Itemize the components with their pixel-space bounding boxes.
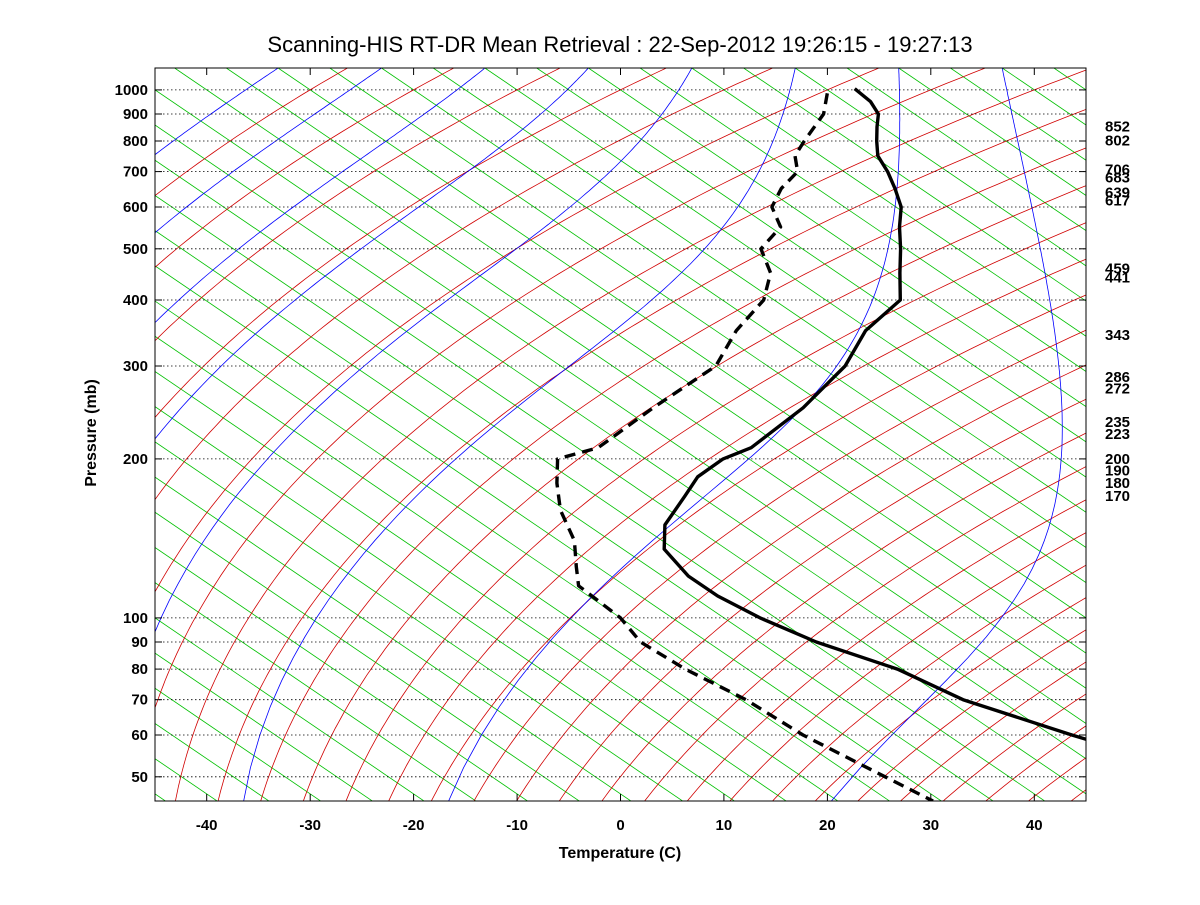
y-tick-label: 80 bbox=[131, 661, 148, 678]
y-tick-label: 300 bbox=[123, 358, 148, 375]
y-tick-label: 900 bbox=[123, 106, 148, 123]
y-tick-label: 60 bbox=[131, 727, 148, 744]
right-level-label: 200 bbox=[1105, 451, 1130, 468]
right-level-label: 235 bbox=[1105, 414, 1130, 431]
y-tick-label: 200 bbox=[123, 451, 148, 468]
right-level-label: 286 bbox=[1105, 369, 1130, 386]
x-tick-label: -10 bbox=[506, 817, 528, 834]
y-tick-label: 700 bbox=[123, 164, 148, 181]
y-tick-label: 800 bbox=[123, 133, 148, 150]
y-tick-label: 70 bbox=[131, 692, 148, 709]
x-axis-label: Temperature (C) bbox=[559, 845, 681, 862]
x-tick-label: 0 bbox=[616, 817, 624, 834]
x-tick-label: 30 bbox=[922, 817, 939, 834]
y-tick-label: 100 bbox=[123, 610, 148, 627]
y-tick-label: 50 bbox=[131, 769, 148, 786]
x-tick-label: -40 bbox=[196, 817, 218, 834]
y-tick-label: 90 bbox=[131, 634, 148, 651]
y-axis-label: Pressure (mb) bbox=[83, 379, 100, 487]
y-tick-label: 400 bbox=[123, 292, 148, 309]
chart-title: Scanning-HIS RT-DR Mean Retrieval : 22-S… bbox=[267, 32, 972, 57]
right-level-label: 639 bbox=[1105, 185, 1130, 202]
y-tick-label: 500 bbox=[123, 241, 148, 258]
right-level-label: 459 bbox=[1105, 260, 1130, 277]
x-tick-label: 20 bbox=[819, 817, 836, 834]
right-level-label: 852 bbox=[1105, 119, 1130, 136]
x-tick-label: -30 bbox=[299, 817, 321, 834]
right-level-label: 706 bbox=[1105, 162, 1130, 179]
x-tick-label: 40 bbox=[1026, 817, 1043, 834]
right-level-label: 343 bbox=[1105, 327, 1130, 344]
y-tick-label: 1000 bbox=[115, 82, 148, 99]
x-tick-label: 10 bbox=[716, 817, 733, 834]
x-tick-label: -20 bbox=[403, 817, 425, 834]
y-tick-label: 600 bbox=[123, 199, 148, 216]
